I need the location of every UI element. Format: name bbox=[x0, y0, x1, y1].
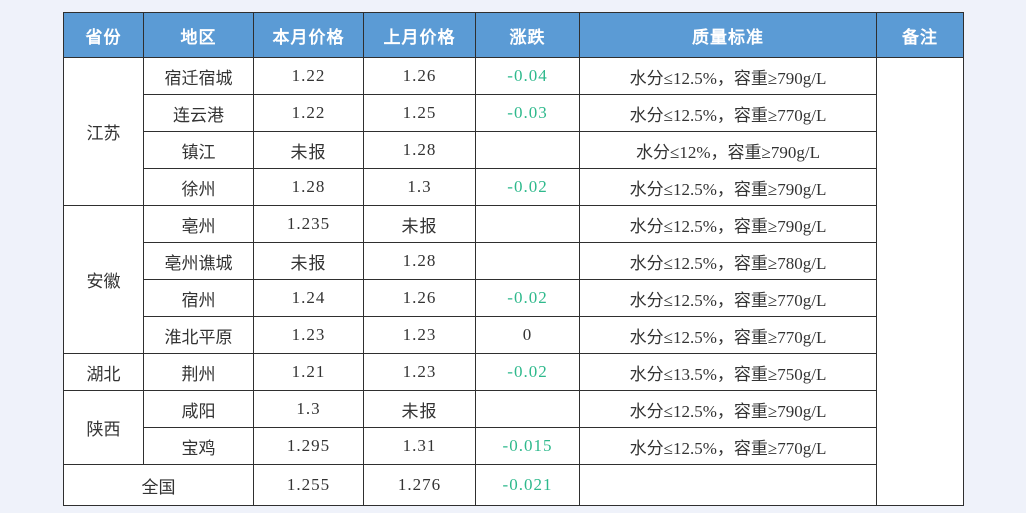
current-price-cell: 1.235 bbox=[253, 205, 364, 243]
change-cell: -0.04 bbox=[475, 57, 580, 95]
change-cell bbox=[475, 390, 580, 428]
last-price-cell: 1.276 bbox=[363, 464, 476, 506]
col-header-remark: 备注 bbox=[876, 12, 964, 58]
table-row: 淮北平原 1.23 1.23 0 水分≤12.5%，容重≥770g/L bbox=[64, 316, 964, 354]
change-cell bbox=[475, 205, 580, 243]
quality-cell: 水分≤12.5%，容重≥770g/L bbox=[579, 427, 877, 465]
change-cell: -0.02 bbox=[475, 353, 580, 391]
table-row: 连云港 1.22 1.25 -0.03 水分≤12.5%，容重≥770g/L bbox=[64, 94, 964, 132]
current-price-cell: 1.28 bbox=[253, 168, 364, 206]
table-row: 湖北 荆州 1.21 1.23 -0.02 水分≤13.5%，容重≥750g/L bbox=[63, 353, 964, 391]
col-header-region: 地区 bbox=[143, 12, 254, 58]
table-row: 宿州 1.24 1.26 -0.02 水分≤12.5%，容重≥770g/L bbox=[64, 279, 964, 317]
region-cell: 荆州 bbox=[143, 353, 254, 391]
table-row: 亳州谯城 未报 1.28 水分≤12.5%，容重≥780g/L bbox=[64, 242, 964, 280]
current-price-cell: 1.22 bbox=[253, 57, 364, 95]
province-cell-jiangsu: 江苏 bbox=[63, 57, 144, 206]
region-cell: 徐州 bbox=[143, 168, 254, 206]
province-cell-hubei: 湖北 bbox=[63, 353, 144, 391]
last-price-cell: 1.26 bbox=[363, 57, 476, 95]
quality-cell: 水分≤12.5%，容重≥790g/L bbox=[579, 168, 877, 206]
change-cell: 0 bbox=[475, 316, 580, 354]
quality-cell bbox=[579, 464, 877, 506]
quality-cell: 水分≤12.5%，容重≥780g/L bbox=[579, 242, 877, 280]
last-price-cell: 1.3 bbox=[363, 168, 476, 206]
change-cell: -0.02 bbox=[475, 279, 580, 317]
region-cell: 咸阳 bbox=[143, 390, 254, 428]
table-row: 江苏 宿迁宿城 1.22 1.26 -0.04 水分≤12.5%，容重≥790g… bbox=[63, 57, 964, 506]
last-price-cell: 1.25 bbox=[363, 94, 476, 132]
quality-cell: 水分≤12.5%，容重≥790g/L bbox=[579, 390, 877, 428]
region-cell: 宿州 bbox=[143, 279, 254, 317]
remark-cell bbox=[876, 57, 964, 506]
last-price-cell: 未报 bbox=[363, 205, 476, 243]
quality-cell: 水分≤12%，容重≥790g/L bbox=[579, 131, 877, 169]
quality-cell: 水分≤12.5%，容重≥790g/L bbox=[579, 57, 877, 95]
last-price-cell: 未报 bbox=[363, 390, 476, 428]
table-row: 徐州 1.28 1.3 -0.02 水分≤12.5%，容重≥790g/L bbox=[64, 168, 964, 206]
current-price-cell: 未报 bbox=[253, 131, 364, 169]
current-price-cell: 1.255 bbox=[253, 464, 364, 506]
table-row: 镇江 未报 1.28 水分≤12%，容重≥790g/L bbox=[64, 131, 964, 169]
col-header-last-price: 上月价格 bbox=[363, 12, 476, 58]
province-cell-anhui: 安徽 bbox=[63, 205, 144, 354]
summary-label-cell: 全国 bbox=[63, 464, 254, 506]
current-price-cell: 1.21 bbox=[253, 353, 364, 391]
region-cell: 镇江 bbox=[143, 131, 254, 169]
region-cell: 宿迁宿城 bbox=[143, 57, 254, 95]
current-price-cell: 1.23 bbox=[253, 316, 364, 354]
col-header-current-price: 本月价格 bbox=[253, 12, 364, 58]
current-price-cell: 1.295 bbox=[253, 427, 364, 465]
quality-cell: 水分≤12.5%，容重≥770g/L bbox=[579, 316, 877, 354]
header-row: 省份 地区 本月价格 上月价格 涨跌 质量标准 备注 bbox=[63, 12, 964, 58]
quality-cell: 水分≤12.5%，容重≥770g/L bbox=[579, 279, 877, 317]
change-cell: -0.02 bbox=[475, 168, 580, 206]
last-price-cell: 1.26 bbox=[363, 279, 476, 317]
change-cell bbox=[475, 242, 580, 280]
price-table: 省份 地区 本月价格 上月价格 涨跌 质量标准 备注 江苏 宿迁宿城 1.22 … bbox=[63, 12, 964, 506]
quality-cell: 水分≤13.5%，容重≥750g/L bbox=[579, 353, 877, 391]
current-price-cell: 1.22 bbox=[253, 94, 364, 132]
region-cell: 连云港 bbox=[143, 94, 254, 132]
quality-cell: 水分≤12.5%，容重≥770g/L bbox=[579, 94, 877, 132]
region-cell: 宝鸡 bbox=[143, 427, 254, 465]
region-cell: 亳州谯城 bbox=[143, 242, 254, 280]
last-price-cell: 1.23 bbox=[363, 316, 476, 354]
last-price-cell: 1.28 bbox=[363, 131, 476, 169]
current-price-cell: 未报 bbox=[253, 242, 364, 280]
last-price-cell: 1.23 bbox=[363, 353, 476, 391]
col-header-quality: 质量标准 bbox=[579, 12, 877, 58]
table-row: 安徽 亳州 1.235 未报 水分≤12.5%，容重≥790g/L bbox=[63, 205, 964, 354]
province-cell-shaanxi: 陕西 bbox=[63, 390, 144, 465]
last-price-cell: 1.28 bbox=[363, 242, 476, 280]
current-price-cell: 1.24 bbox=[253, 279, 364, 317]
last-price-cell: 1.31 bbox=[363, 427, 476, 465]
summary-row: 全国 1.255 1.276 -0.021 bbox=[63, 464, 964, 506]
change-cell: -0.03 bbox=[475, 94, 580, 132]
change-cell: -0.021 bbox=[475, 464, 580, 506]
region-cell: 淮北平原 bbox=[143, 316, 254, 354]
current-price-cell: 1.3 bbox=[253, 390, 364, 428]
change-cell: -0.015 bbox=[475, 427, 580, 465]
col-header-province: 省份 bbox=[63, 12, 144, 58]
col-header-change: 涨跌 bbox=[475, 12, 580, 58]
table-row: 陕西 咸阳 1.3 未报 水分≤12.5%，容重≥790g/L bbox=[63, 390, 964, 465]
table-row: 宝鸡 1.295 1.31 -0.015 水分≤12.5%，容重≥770g/L bbox=[64, 427, 964, 465]
region-cell: 亳州 bbox=[143, 205, 254, 243]
change-cell bbox=[475, 131, 580, 169]
quality-cell: 水分≤12.5%，容重≥790g/L bbox=[579, 205, 877, 243]
